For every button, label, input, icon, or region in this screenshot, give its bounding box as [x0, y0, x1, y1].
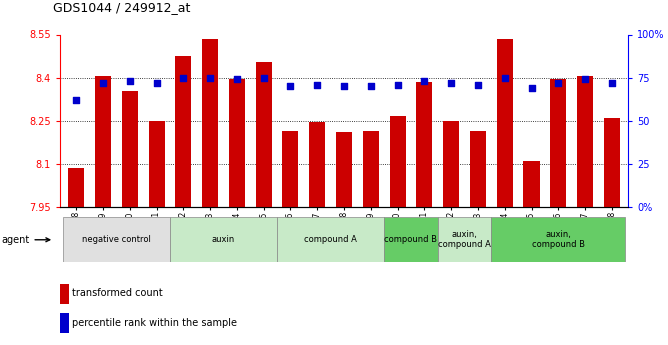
- Text: agent: agent: [1, 235, 50, 245]
- Text: negative control: negative control: [82, 235, 151, 244]
- Point: [526, 85, 537, 91]
- Text: compound B: compound B: [385, 235, 438, 244]
- Bar: [170, 217, 277, 262]
- Point: [580, 77, 591, 82]
- Bar: [60, 313, 69, 333]
- Point: [98, 80, 108, 86]
- Point: [124, 78, 135, 84]
- Bar: [68, 168, 84, 207]
- Bar: [524, 161, 540, 207]
- Bar: [202, 39, 218, 207]
- Bar: [492, 217, 625, 262]
- Bar: [363, 131, 379, 207]
- Bar: [60, 284, 69, 304]
- Bar: [148, 121, 164, 207]
- Text: auxin,
compound A: auxin, compound A: [438, 230, 491, 249]
- Point: [285, 83, 296, 89]
- Point: [419, 78, 430, 84]
- Text: GDS1044 / 249912_at: GDS1044 / 249912_at: [53, 1, 191, 14]
- Point: [232, 77, 242, 82]
- Bar: [95, 76, 111, 207]
- Bar: [470, 131, 486, 207]
- Point: [392, 82, 403, 87]
- Bar: [229, 79, 245, 207]
- Point: [446, 80, 456, 86]
- Bar: [416, 82, 432, 207]
- Point: [339, 83, 349, 89]
- Bar: [604, 118, 620, 207]
- Point: [365, 83, 376, 89]
- Bar: [63, 217, 170, 262]
- Text: auxin,
compound B: auxin, compound B: [532, 230, 584, 249]
- Bar: [577, 76, 593, 207]
- Bar: [550, 79, 566, 207]
- Bar: [438, 217, 492, 262]
- Text: transformed count: transformed count: [72, 288, 163, 298]
- Point: [500, 75, 510, 80]
- Text: compound A: compound A: [304, 235, 357, 244]
- Bar: [277, 217, 384, 262]
- Bar: [256, 62, 272, 207]
- Point: [151, 80, 162, 86]
- Point: [205, 75, 216, 80]
- Bar: [122, 90, 138, 207]
- Bar: [175, 56, 191, 207]
- Point: [472, 82, 483, 87]
- Point: [553, 80, 564, 86]
- Bar: [384, 217, 438, 262]
- Bar: [443, 121, 459, 207]
- Text: auxin: auxin: [212, 235, 235, 244]
- Point: [71, 97, 81, 103]
- Point: [312, 82, 323, 87]
- Text: percentile rank within the sample: percentile rank within the sample: [72, 318, 237, 327]
- Bar: [336, 132, 352, 207]
- Bar: [497, 39, 513, 207]
- Point: [178, 75, 188, 80]
- Bar: [309, 122, 325, 207]
- Point: [607, 80, 617, 86]
- Point: [259, 75, 269, 80]
- Bar: [283, 131, 299, 207]
- Bar: [389, 116, 405, 207]
